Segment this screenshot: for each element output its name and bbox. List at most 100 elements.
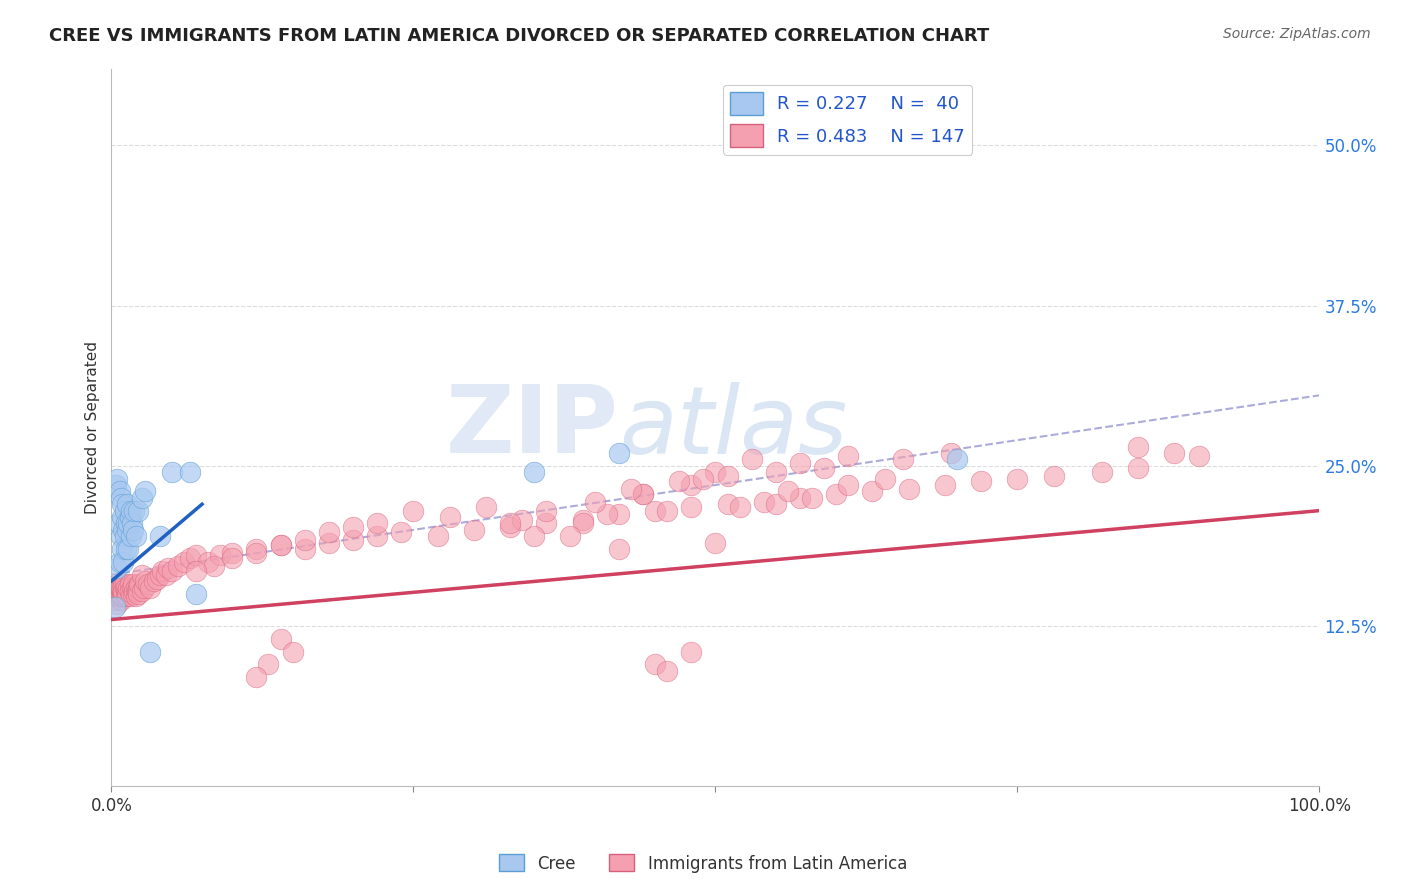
Point <box>716 497 738 511</box>
Point <box>155 567 177 582</box>
Point <box>813 461 835 475</box>
Point <box>124 503 146 517</box>
Point <box>107 597 129 611</box>
Point <box>108 576 131 591</box>
Point <box>115 590 138 604</box>
Point <box>107 581 129 595</box>
Point <box>112 584 135 599</box>
Point <box>536 503 558 517</box>
Point <box>946 452 969 467</box>
Point <box>510 513 533 527</box>
Point <box>270 538 292 552</box>
Point <box>583 494 606 508</box>
Point <box>294 533 316 547</box>
Point <box>825 487 848 501</box>
Point <box>179 551 201 566</box>
Point <box>136 576 159 591</box>
Point <box>114 529 136 543</box>
Point <box>681 478 703 492</box>
Point <box>117 581 139 595</box>
Point <box>134 484 156 499</box>
Point <box>245 546 267 560</box>
Point <box>202 558 225 573</box>
Point <box>104 599 127 614</box>
Point <box>131 567 153 582</box>
Point <box>776 484 799 499</box>
Point <box>134 574 156 588</box>
Point <box>107 587 129 601</box>
Point <box>125 584 148 599</box>
Point <box>108 555 131 569</box>
Point <box>131 491 153 505</box>
Point <box>631 487 654 501</box>
Point <box>891 452 914 467</box>
Point <box>1128 440 1150 454</box>
Point <box>118 584 141 599</box>
Point <box>107 581 129 595</box>
Legend: Cree, Immigrants from Latin America: Cree, Immigrants from Latin America <box>492 847 914 880</box>
Point <box>105 478 128 492</box>
Point <box>221 551 243 566</box>
Point <box>173 555 195 569</box>
Point <box>107 561 129 575</box>
Point <box>110 581 132 595</box>
Point <box>124 581 146 595</box>
Point <box>939 446 962 460</box>
Point <box>179 465 201 479</box>
Point <box>127 503 149 517</box>
Point <box>209 549 232 563</box>
Point <box>620 482 643 496</box>
Point <box>837 478 859 492</box>
Point <box>110 491 132 505</box>
Point <box>120 590 142 604</box>
Point <box>607 542 630 557</box>
Point <box>970 474 993 488</box>
Point <box>607 446 630 460</box>
Point <box>114 576 136 591</box>
Point <box>402 503 425 517</box>
Point <box>131 584 153 599</box>
Point <box>104 593 127 607</box>
Text: atlas: atlas <box>619 382 846 473</box>
Point <box>801 491 824 505</box>
Point <box>655 503 678 517</box>
Point <box>631 487 654 501</box>
Point <box>112 555 135 569</box>
Point <box>704 465 727 479</box>
Point <box>107 590 129 604</box>
Point <box>117 516 139 531</box>
Point <box>146 572 169 586</box>
Point <box>111 497 134 511</box>
Point <box>120 529 142 543</box>
Point <box>681 644 703 658</box>
Point <box>644 503 666 517</box>
Point <box>426 529 449 543</box>
Point <box>115 584 138 599</box>
Point <box>114 581 136 595</box>
Point <box>110 583 132 598</box>
Point <box>245 542 267 557</box>
Point <box>110 590 132 604</box>
Point <box>111 510 134 524</box>
Point <box>270 538 292 552</box>
Point <box>139 581 162 595</box>
Point <box>523 465 546 479</box>
Point <box>245 670 267 684</box>
Point <box>115 516 138 531</box>
Point <box>115 542 138 557</box>
Legend: R = 0.227    N =  40, R = 0.483    N = 147: R = 0.227 N = 40, R = 0.483 N = 147 <box>723 85 972 154</box>
Point <box>560 529 582 543</box>
Point <box>118 510 141 524</box>
Point <box>463 523 485 537</box>
Point <box>571 516 593 531</box>
Point <box>150 564 173 578</box>
Point <box>692 472 714 486</box>
Point <box>160 465 183 479</box>
Point <box>873 472 896 486</box>
Point <box>1188 449 1211 463</box>
Point <box>110 529 132 543</box>
Point <box>752 494 775 508</box>
Y-axis label: Divorced or Separated: Divorced or Separated <box>86 341 100 514</box>
Point <box>342 520 364 534</box>
Point <box>184 587 207 601</box>
